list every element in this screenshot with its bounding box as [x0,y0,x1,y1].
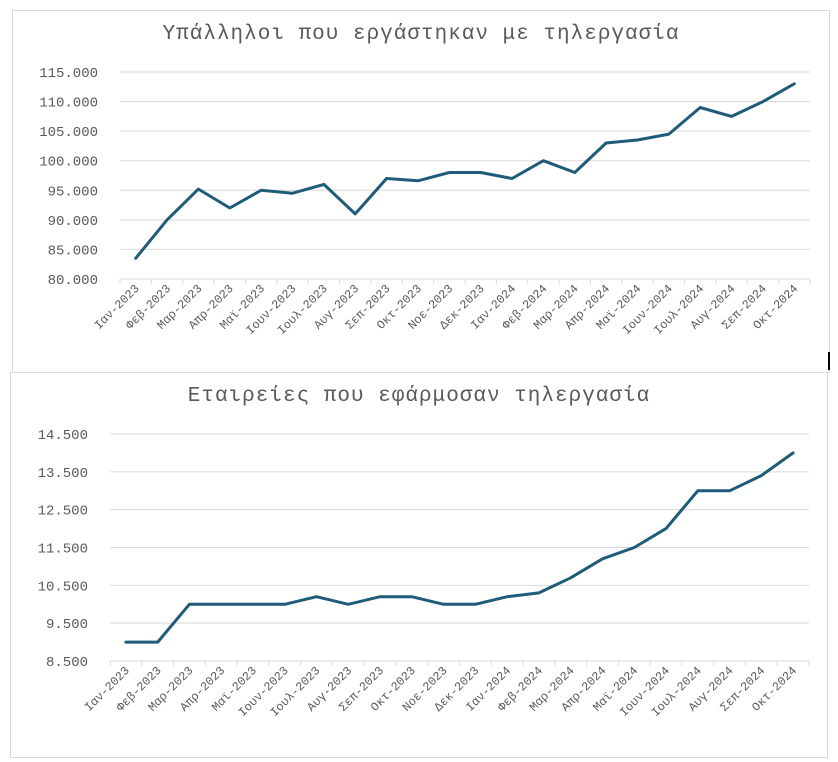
y-tick-label: 14.500 [38,428,88,444]
y-tick-label: 100.000 [39,155,98,171]
y-tick-label: 13.500 [38,466,88,482]
y-tick-label: 115.000 [39,66,98,82]
y-tick-label: 80.000 [48,273,98,289]
data-series-line [124,451,795,644]
chart-title: Εταιρείες που εφάρμοσαν τηλεργασία [187,385,651,408]
text-cursor-mark [828,352,830,370]
chart-teleworking-employees: Υπάλληλοι που εργάστηκαν με τηλεργασία 1… [12,10,830,373]
y-tick-label: 11.500 [38,542,88,558]
y-tick-label: 110.000 [39,96,98,112]
y-tick-label: 12.500 [38,504,88,520]
y-tick-label: 95.000 [48,184,98,200]
y-tick-label: 105.000 [39,125,98,141]
y-tick-label: 8.500 [46,655,88,671]
line-chart-plot: 115.000 110.000 105.000 100.000 95.000 90.000… [39,66,811,338]
chart-teleworking-companies: Εταιρείες που εφάρμοσαν τηλεργασία 14.50… [10,372,828,758]
chart-title: Υπάλληλοι που εργάστηκαν με τηλεργασία [162,23,680,46]
y-tick-label: 10.500 [38,579,88,595]
data-series-line [134,82,796,260]
y-tick-label: 9.500 [46,617,88,633]
y-tick-label: 85.000 [48,243,98,259]
line-chart-plot: 14.500 13.500 12.500 11.500 10.500 9.500 8.500… [38,428,810,720]
y-tick-label: 90.000 [48,214,98,230]
